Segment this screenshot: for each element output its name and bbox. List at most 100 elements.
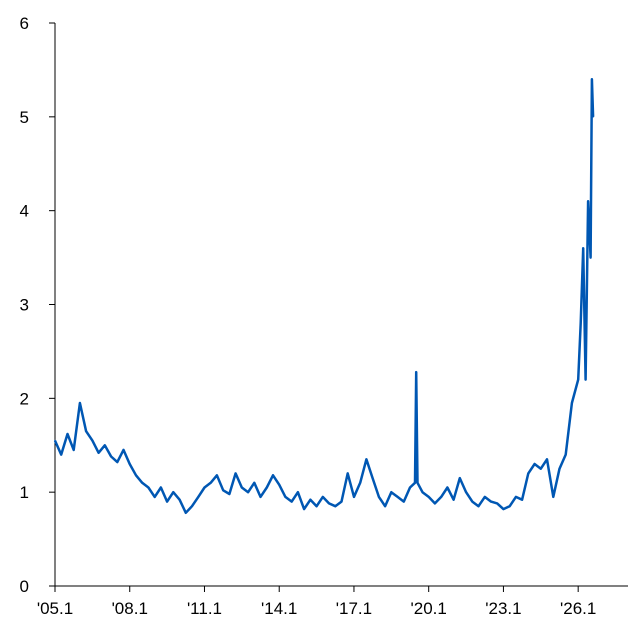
x-tick-label: '20.1: [411, 599, 447, 618]
y-tick-label: 2: [20, 389, 29, 408]
data-point: [153, 496, 156, 498]
data-point: [452, 498, 455, 501]
data-point: [147, 486, 150, 489]
data-point: [592, 116, 594, 118]
data-point: [571, 402, 573, 404]
data-point: [160, 486, 162, 489]
data-point: [259, 496, 262, 498]
data-point: [564, 453, 567, 456]
data-point: [315, 505, 318, 508]
data-point: [589, 256, 592, 259]
y-tick-label: 4: [20, 202, 29, 221]
data-point: [328, 502, 330, 505]
data-point: [334, 505, 337, 508]
data-point: [85, 430, 87, 433]
data-point: [396, 496, 399, 498]
data-point: [558, 467, 561, 470]
data-point: [191, 505, 193, 508]
data-point: [390, 491, 393, 494]
data-point: [54, 439, 56, 442]
data-point: [141, 482, 143, 484]
data-point: [297, 491, 299, 494]
data-point: [403, 500, 405, 503]
data-point: [508, 505, 511, 508]
data-point: [166, 500, 168, 503]
y-axis-ticks: 0 1 2 3 4 5 6: [20, 14, 55, 596]
data-point: [378, 496, 380, 498]
data-point: [309, 498, 312, 501]
data-point: [587, 200, 589, 203]
data-point: [247, 491, 249, 494]
data-point: [322, 496, 324, 498]
data-point: [209, 482, 212, 484]
data-point: [241, 486, 243, 489]
data-point: [465, 491, 467, 494]
data-point: [353, 496, 355, 498]
data-point: [579, 322, 582, 325]
x-tick-label: '23.1: [485, 599, 521, 618]
data-point: [477, 505, 480, 508]
data-point: [365, 458, 368, 461]
data-point: [272, 474, 274, 477]
data-point: [490, 500, 492, 503]
data-point: [178, 498, 181, 501]
data-point: [582, 247, 584, 249]
data-point: [371, 477, 374, 479]
data-point: [434, 502, 436, 505]
data-point: [222, 489, 224, 492]
data-point: [116, 461, 119, 463]
data-point: [290, 500, 293, 503]
series-line-0: [53, 78, 595, 515]
data-point: [91, 439, 94, 442]
data-point: [72, 449, 75, 451]
data-point: [284, 496, 287, 498]
x-tick-label: '26.1: [560, 599, 596, 618]
x-tick-label: '17.1: [336, 599, 372, 618]
data-point: [66, 433, 69, 435]
data-point: [104, 444, 106, 447]
data-point: [197, 496, 200, 498]
data-point: [346, 472, 349, 475]
data-point: [359, 482, 362, 484]
y-tick-label: 1: [20, 483, 29, 502]
x-tick-label: '11.1: [187, 599, 222, 618]
data-point: [502, 508, 505, 510]
data-point: [253, 482, 256, 484]
y-tick-label: 6: [20, 14, 29, 33]
x-tick-label: '08.1: [112, 599, 148, 618]
data-point: [484, 496, 486, 498]
data-point: [79, 402, 81, 404]
data-point: [203, 486, 206, 489]
data-point: [122, 449, 125, 451]
x-tick-label: '14.1: [261, 599, 297, 618]
data-point: [496, 502, 499, 505]
data-point: [266, 486, 268, 489]
data-point: [340, 500, 343, 503]
data-point: [459, 477, 461, 479]
data-point: [234, 472, 237, 475]
y-tick-label: 0: [20, 577, 29, 596]
data-point: [172, 491, 175, 494]
x-axis-ticks: '05.1 '08.1 '11.1 '14.1 '17.1 '20.1 '23.1 '26.1: [37, 586, 596, 618]
data-point: [546, 458, 548, 461]
data-point: [533, 463, 536, 465]
data-point: [515, 496, 517, 498]
data-point: [471, 500, 474, 503]
data-point: [421, 491, 424, 494]
data-point: [384, 505, 386, 508]
data-point: [427, 496, 430, 498]
data-point: [446, 486, 449, 489]
data-point: [97, 452, 100, 454]
data-point: [216, 474, 218, 477]
data-point: [415, 371, 418, 373]
data-point: [60, 453, 62, 456]
data-point: [440, 496, 443, 498]
data-point: [527, 472, 530, 475]
data-point: [552, 496, 555, 498]
y-tick-label: 5: [20, 108, 29, 127]
data-point: [228, 493, 231, 495]
data-point: [521, 498, 523, 501]
y-tick-label: 3: [20, 296, 29, 315]
data-point: [409, 486, 411, 489]
data-point: [591, 78, 593, 81]
